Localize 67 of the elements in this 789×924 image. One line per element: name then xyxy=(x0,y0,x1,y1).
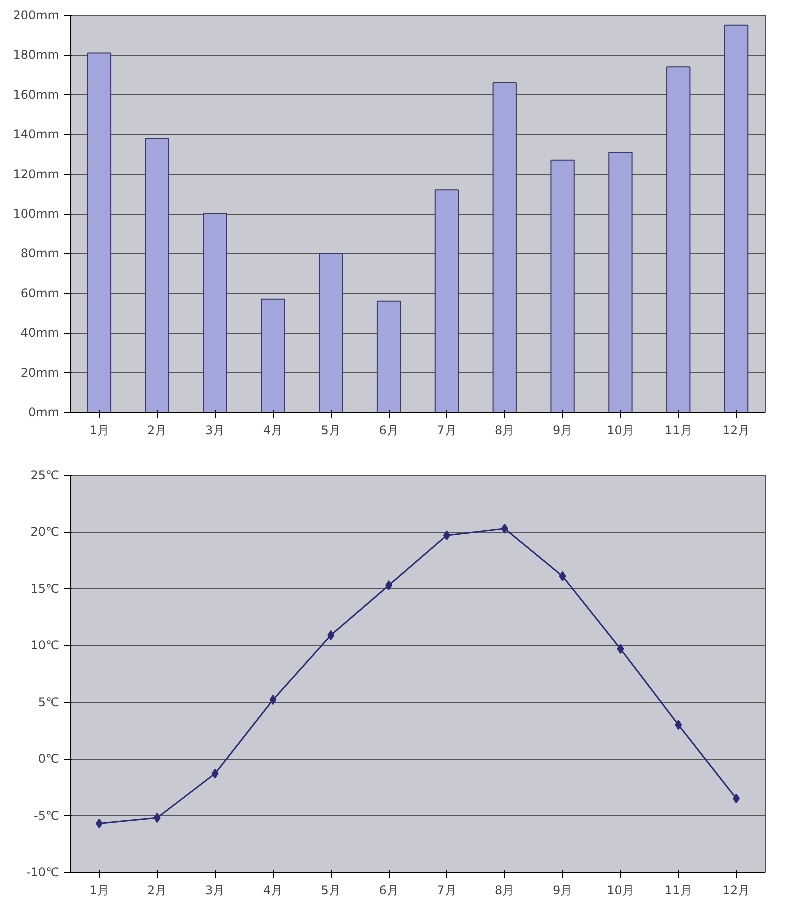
x-tick-label: 6月 xyxy=(379,884,399,898)
x-tick-label: 3月 xyxy=(205,424,226,438)
x-tick-label: 9月 xyxy=(552,424,573,438)
x-tick-label: 6月 xyxy=(379,424,399,438)
x-tick-label: 10月 xyxy=(607,884,634,898)
y-tick-label: 20mm xyxy=(20,366,60,380)
point xyxy=(443,530,450,541)
bar xyxy=(434,190,460,412)
x-tick-label: 9月 xyxy=(552,884,573,898)
x-tick-label: 2月 xyxy=(148,884,168,898)
point xyxy=(386,580,393,591)
bar xyxy=(376,300,402,412)
y-tick-label: 80mm xyxy=(20,246,60,261)
y-tick-label: 200mm xyxy=(13,8,60,22)
point xyxy=(212,768,219,779)
bar xyxy=(319,253,344,412)
x-tick-label: 10月 xyxy=(607,424,634,438)
y-tick-label: 5℃ xyxy=(38,695,60,710)
y-tick-label: 15℃ xyxy=(30,582,60,596)
bar xyxy=(87,52,112,412)
y-tick-label: 120mm xyxy=(13,167,60,182)
y-tick-label: -10℃ xyxy=(26,866,60,880)
x-tick-label: 12月 xyxy=(722,424,750,438)
x-tick-label: 1月 xyxy=(90,424,110,438)
y-tick-label: 180mm xyxy=(13,48,60,62)
x-tick-label: 8月 xyxy=(495,884,515,898)
bar xyxy=(550,160,575,412)
bar xyxy=(261,298,286,412)
x-tick-label: 5月 xyxy=(321,424,341,438)
bar xyxy=(492,82,517,412)
point xyxy=(733,794,740,804)
point xyxy=(270,695,277,706)
y-tick-label: 100mm xyxy=(13,207,60,221)
point xyxy=(328,630,335,640)
x-tick-label: 12月 xyxy=(722,884,750,898)
point xyxy=(675,720,682,730)
y-tick-label: 60mm xyxy=(20,286,60,300)
x-tick-label: 11月 xyxy=(664,424,692,438)
bar xyxy=(724,24,749,412)
x-tick-label: 1月 xyxy=(90,884,110,898)
x-tick-label: 2月 xyxy=(148,424,168,438)
y-tick-label: 25℃ xyxy=(30,468,60,482)
x-tick-label: 7月 xyxy=(437,884,457,898)
y-tick-label: 140mm xyxy=(13,128,60,142)
point xyxy=(559,571,566,582)
bar xyxy=(666,66,691,412)
y-tick-label: -5℃ xyxy=(34,808,60,823)
point xyxy=(617,644,624,654)
x-tick-label: 11月 xyxy=(664,884,692,898)
x-tick-label: 4月 xyxy=(263,884,284,898)
y-tick-label: 10℃ xyxy=(30,638,60,653)
y-tick-label: 20℃ xyxy=(30,525,60,540)
point xyxy=(154,813,161,824)
y-tick-label: 40mm xyxy=(20,326,60,340)
bar xyxy=(203,214,228,412)
point xyxy=(501,524,508,534)
x-tick-label: 8月 xyxy=(495,424,515,438)
x-tick-label: 4月 xyxy=(263,424,284,438)
point xyxy=(96,818,103,829)
y-tick-label: 0mm xyxy=(28,406,60,420)
y-tick-label: 160mm xyxy=(13,88,60,102)
x-tick-label: 7月 xyxy=(437,424,457,438)
y-tick-label: 0℃ xyxy=(38,752,60,766)
bar xyxy=(608,152,633,412)
x-tick-label: 3月 xyxy=(205,884,226,898)
bar xyxy=(145,138,170,412)
x-tick-label: 5月 xyxy=(321,884,341,898)
